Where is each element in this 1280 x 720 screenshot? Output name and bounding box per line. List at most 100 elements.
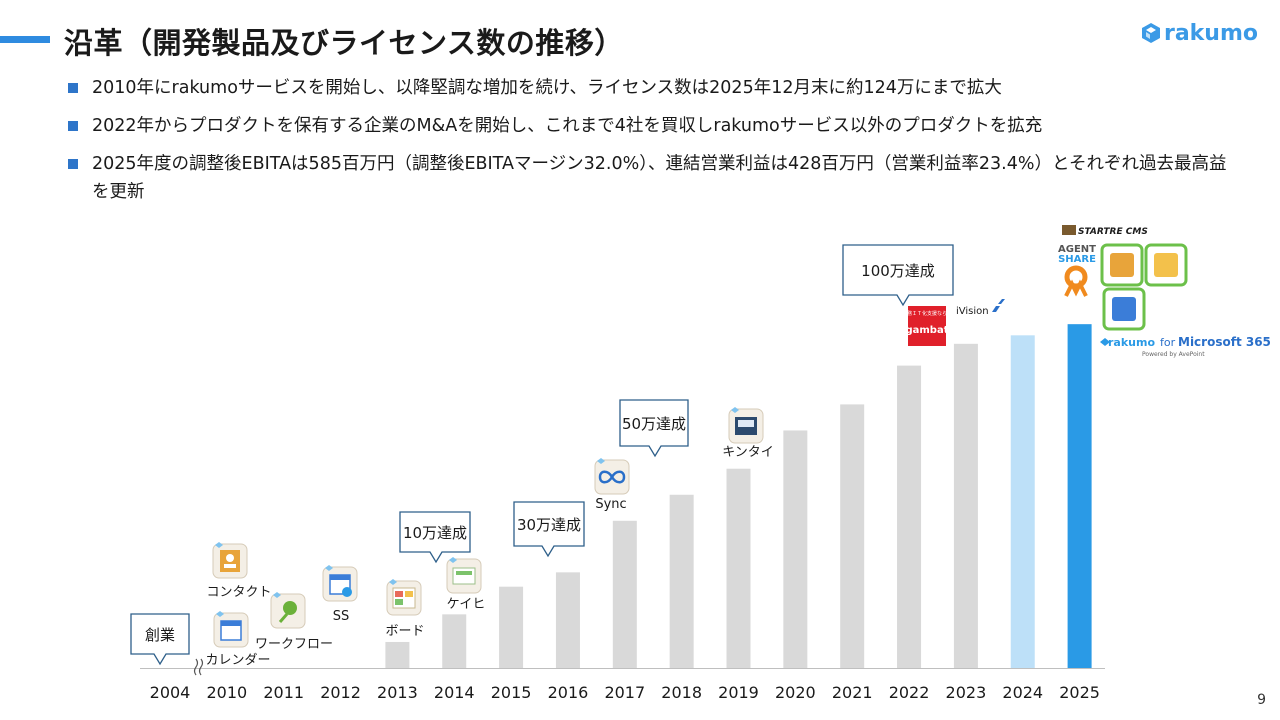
ms365-logo-mark	[1100, 338, 1110, 346]
schedule-icon	[322, 565, 358, 602]
axis-break-mark	[193, 658, 199, 676]
x-tick-label-2013: 2013	[377, 683, 418, 702]
expense-icon-row	[456, 571, 472, 575]
expense-icon-badge	[449, 557, 457, 563]
milestone-100k-box	[399, 511, 471, 564]
bar-2021	[840, 404, 865, 668]
ms365-contact-icon	[1100, 243, 1144, 287]
bullet-list: 2010年にrakumoサービスを開始し、以降堅調な増加を続け、ライセンス数は2…	[68, 74, 1248, 216]
gambat-logo-text: gambat	[905, 325, 948, 336]
milestone-1m-label: 100万達成	[861, 262, 935, 280]
expense-icon-sheet	[452, 567, 476, 585]
x-tick-label-2010: 2010	[206, 683, 247, 702]
sync-icon	[594, 458, 630, 495]
x-tick-label-2024: 2024	[1002, 683, 1043, 702]
ms365-calendar-icon	[1102, 287, 1146, 331]
orange-person-logo-legs	[1064, 279, 1088, 297]
product-label-board: ボード	[385, 624, 424, 639]
x-tick-label-2021: 2021	[832, 683, 873, 702]
workflow-icon-badge	[273, 592, 281, 598]
calendar-icon	[213, 611, 249, 648]
contact-icon-head	[226, 554, 234, 562]
x-tick-label-2018: 2018	[661, 683, 702, 702]
calendar-icon-top	[221, 621, 241, 626]
contact-icon-badge	[215, 542, 223, 548]
bar-2019	[726, 468, 751, 668]
calendar-icon-badge	[216, 611, 224, 617]
bar-2025	[1067, 324, 1092, 668]
milestone-500k-box	[619, 399, 689, 458]
milestone-100k-label: 10万達成	[403, 524, 467, 542]
x-tick-label-2014: 2014	[434, 683, 475, 702]
gambat-logo	[908, 306, 946, 346]
rakumo-logo: rakumo	[1141, 20, 1258, 46]
rakumo-logo-icon	[1141, 23, 1160, 43]
ivision-logo-mark	[998, 299, 1005, 304]
product-label-workflow: ワークフロー	[255, 637, 333, 652]
milestone-300k-box	[513, 501, 585, 558]
ms365-powered-text: Powered by AvePoint	[1142, 351, 1205, 358]
sync-icon-badge	[597, 458, 605, 464]
bar-2014	[442, 614, 467, 668]
bullet-item: 2010年にrakumoサービスを開始し、以降堅調な増加を続け、ライセンス数は2…	[68, 74, 1248, 102]
schedule-icon-top	[330, 575, 350, 580]
gambat-top-text: 業務ＩＴ化支援ならば	[902, 310, 952, 317]
expense-icon	[446, 557, 482, 594]
milestone-founding-box	[130, 613, 190, 666]
contact-icon-body	[224, 564, 236, 568]
milestone-founding-label: 創業	[145, 626, 175, 644]
sync-icon-loop	[598, 470, 626, 484]
product-label-ss: SS	[333, 609, 350, 624]
board-icon-note	[395, 599, 403, 605]
axis-break-mark	[198, 658, 204, 676]
attendance-icon-badge	[731, 407, 739, 413]
bar-2022	[897, 365, 922, 668]
board-icon-badge	[389, 579, 397, 585]
bar-2013	[385, 641, 410, 668]
product-label-attendance: キンタイ	[722, 445, 774, 460]
x-tick-label-2017: 2017	[604, 683, 645, 702]
startre-logo-text: STARTRE CMS	[1078, 227, 1148, 237]
schedule-icon-badge	[325, 565, 333, 571]
x-tick-label-2011: 2011	[263, 683, 304, 702]
board-icon-note	[395, 591, 403, 597]
x-tick-label-2004: 2004	[150, 683, 191, 702]
bar-2023	[953, 343, 978, 668]
board-icon	[386, 579, 422, 616]
x-tick-label-2025: 2025	[1059, 683, 1100, 702]
product-label-calendar: カレンダー	[205, 653, 270, 668]
x-tick-label-2020: 2020	[775, 683, 816, 702]
contact-icon	[212, 542, 248, 579]
bullet-item: 2025年度の調整後EBITAは585百万円（調整後EBITAマージン32.0%…	[68, 150, 1242, 206]
bar-2018	[669, 494, 694, 668]
product-label-sync: Sync	[595, 497, 626, 512]
ms365-contact-icon-inner	[1110, 253, 1134, 277]
ms365-for-text: for	[1160, 336, 1176, 349]
x-tick-label-2012: 2012	[320, 683, 361, 702]
orange-person-logo	[1064, 265, 1088, 289]
product-label-contact: コンタクト	[206, 585, 271, 600]
bullet-item: 2022年からプロダクトを保有する企業のM&Aを開始し、これまで4社を買収しra…	[68, 112, 1248, 140]
page-title: 沿革（開発製品及びライセンス数の推移）	[64, 26, 624, 60]
page-number: 9	[1257, 692, 1266, 708]
x-tick-label-2022: 2022	[889, 683, 930, 702]
agentshare-logo-text-agent: AGENT	[1058, 244, 1096, 255]
schedule-icon-check	[342, 587, 352, 597]
bar-2024	[1010, 335, 1035, 668]
milestone-300k-label: 30万達成	[517, 516, 581, 534]
x-tick-label-2016: 2016	[548, 683, 589, 702]
bar-2017	[612, 520, 637, 668]
ms365-board-icon	[1144, 243, 1188, 287]
startre-logo-mark	[1062, 225, 1076, 235]
rakumo-logo-text: rakumo	[1163, 20, 1258, 46]
workflow-icon	[270, 592, 306, 629]
x-tick-label-2019: 2019	[718, 683, 759, 702]
workflow-icon-pin	[283, 601, 297, 615]
attendance-icon	[728, 407, 764, 444]
ms365-board-icon-inner	[1154, 253, 1178, 277]
milestone-1m-box	[842, 244, 954, 307]
x-tick-label-2015: 2015	[491, 683, 532, 702]
ms365-calendar-icon-inner	[1112, 297, 1136, 321]
ivision-logo-text: iVision	[956, 306, 989, 317]
